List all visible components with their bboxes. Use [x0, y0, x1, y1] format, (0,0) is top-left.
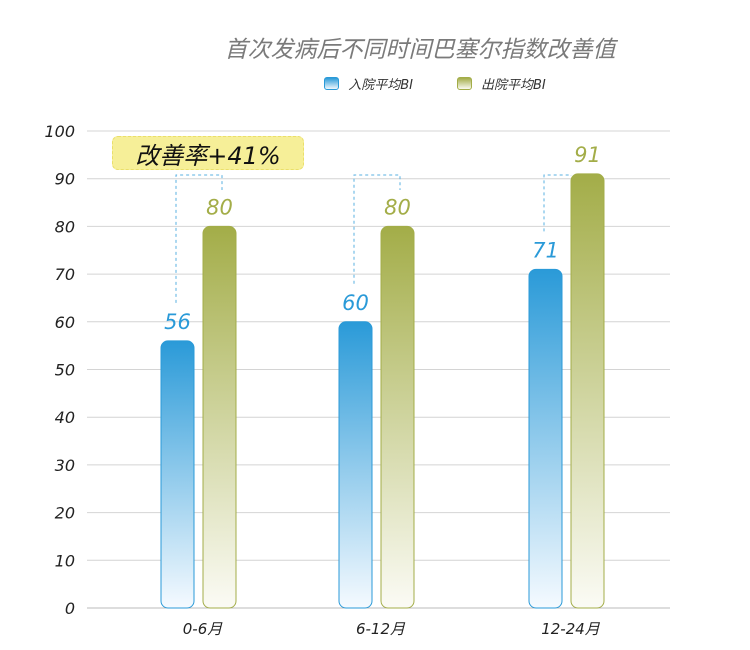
y-tick-label: 20	[55, 504, 75, 523]
data-label: 80	[384, 195, 411, 219]
x-tick-label: 6-12月	[356, 620, 406, 638]
y-tick-label: 30	[55, 456, 75, 475]
y-tick-label: 60	[55, 313, 75, 332]
bar	[380, 225, 415, 609]
y-tick-label: 80	[55, 217, 75, 236]
data-label: 60	[342, 291, 369, 315]
y-tick-label: 90	[55, 170, 75, 189]
data-label: 71	[532, 238, 559, 262]
comparison-bracket	[175, 174, 223, 303]
comparison-bracket	[353, 174, 401, 284]
x-tick-label: 12-24月	[541, 620, 601, 638]
improvement-rate-badge: 改善率+41%	[112, 136, 304, 170]
bar	[202, 225, 237, 609]
legend-swatch-discharge	[457, 77, 472, 90]
bar	[160, 340, 195, 609]
legend-swatch-admission	[324, 77, 340, 90]
bar	[338, 321, 373, 609]
bar	[570, 173, 605, 609]
y-tick-label: 40	[55, 408, 75, 427]
legend-item-discharge: 出院平均BI	[457, 74, 546, 93]
data-label: 91	[574, 143, 601, 167]
x-tick-label: 0-6月	[183, 620, 223, 638]
bar	[528, 268, 563, 609]
y-tick-label: 0	[65, 599, 75, 618]
data-label: 56	[164, 310, 191, 334]
legend: 入院平均BI 出院平均BI	[0, 74, 750, 93]
legend-item-admission: 入院平均BI	[324, 74, 413, 93]
legend-label: 入院平均BI	[348, 78, 413, 93]
y-tick-label: 50	[55, 361, 75, 380]
y-tick-label: 100	[44, 122, 75, 141]
data-label: 80	[206, 195, 233, 219]
y-tick-label: 10	[55, 551, 75, 570]
legend-label: 出院平均BI	[481, 78, 546, 93]
comparison-bracket	[543, 174, 572, 232]
y-tick-label: 70	[55, 265, 75, 284]
chart-title: 首次发病后不同时间巴塞尔指数改善值	[224, 37, 616, 63]
